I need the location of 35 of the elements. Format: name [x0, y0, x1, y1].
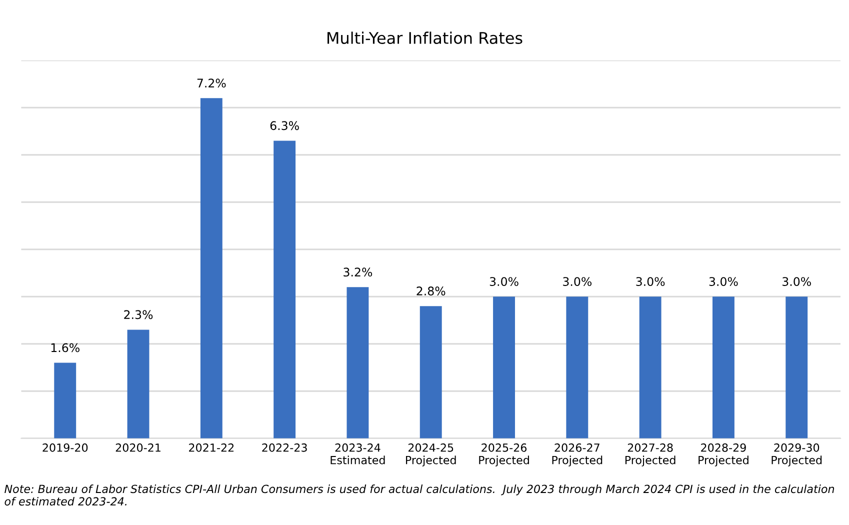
bar [712, 296, 734, 438]
data-label: 2.3% [124, 310, 153, 320]
x-tick-label: 2029-30 Projected [772, 443, 822, 466]
data-label: 6.3% [270, 121, 299, 130]
x-tick-label: 2022-23 [262, 443, 307, 452]
bar [200, 98, 222, 438]
data-label: 7.2% [197, 78, 226, 88]
bar [420, 306, 442, 438]
bar [639, 296, 662, 438]
data-label: 1.6% [51, 343, 80, 352]
bar [274, 140, 296, 438]
x-tick-label: 2028-29 Projected [698, 443, 748, 466]
data-label: 3.0% [636, 277, 665, 286]
x-tick-label: 2023-24 Estimated [330, 443, 385, 464]
bar [127, 330, 150, 438]
data-label: 3.0% [709, 277, 738, 286]
x-tick-label: 2024-25 Projected [406, 443, 456, 466]
bar [493, 296, 515, 438]
bar [786, 296, 808, 438]
x-tick-label: 2025-26 Projected [479, 443, 529, 466]
bar [54, 362, 76, 438]
data-label: 3.0% [782, 277, 811, 286]
text: Note: Bureau of Labor Statistics CPI-All Urban Consumers is used for actual calculations. July 2023 through March 2024 CPI is used in the calculation of estimated 2023-24. [4, 484, 834, 506]
data-label: 3.0% [490, 277, 518, 286]
data-label: 3.2% [344, 268, 372, 277]
data-label: 3.0% [563, 277, 592, 286]
x-tick-label: 2019-20 [42, 443, 88, 452]
bar [346, 287, 369, 438]
bar [566, 296, 588, 438]
x-tick-label: 2026-27 Projected [552, 443, 602, 466]
chart-title: Multi-Year Inflation Rates [328, 32, 522, 44]
x-tick-label: 2027-28 Projected [625, 443, 676, 466]
x-tick-label: 2020-21 [116, 443, 160, 452]
data-label: 2.8% [416, 286, 446, 296]
x-tick-label: 2021-22 [189, 443, 234, 452]
